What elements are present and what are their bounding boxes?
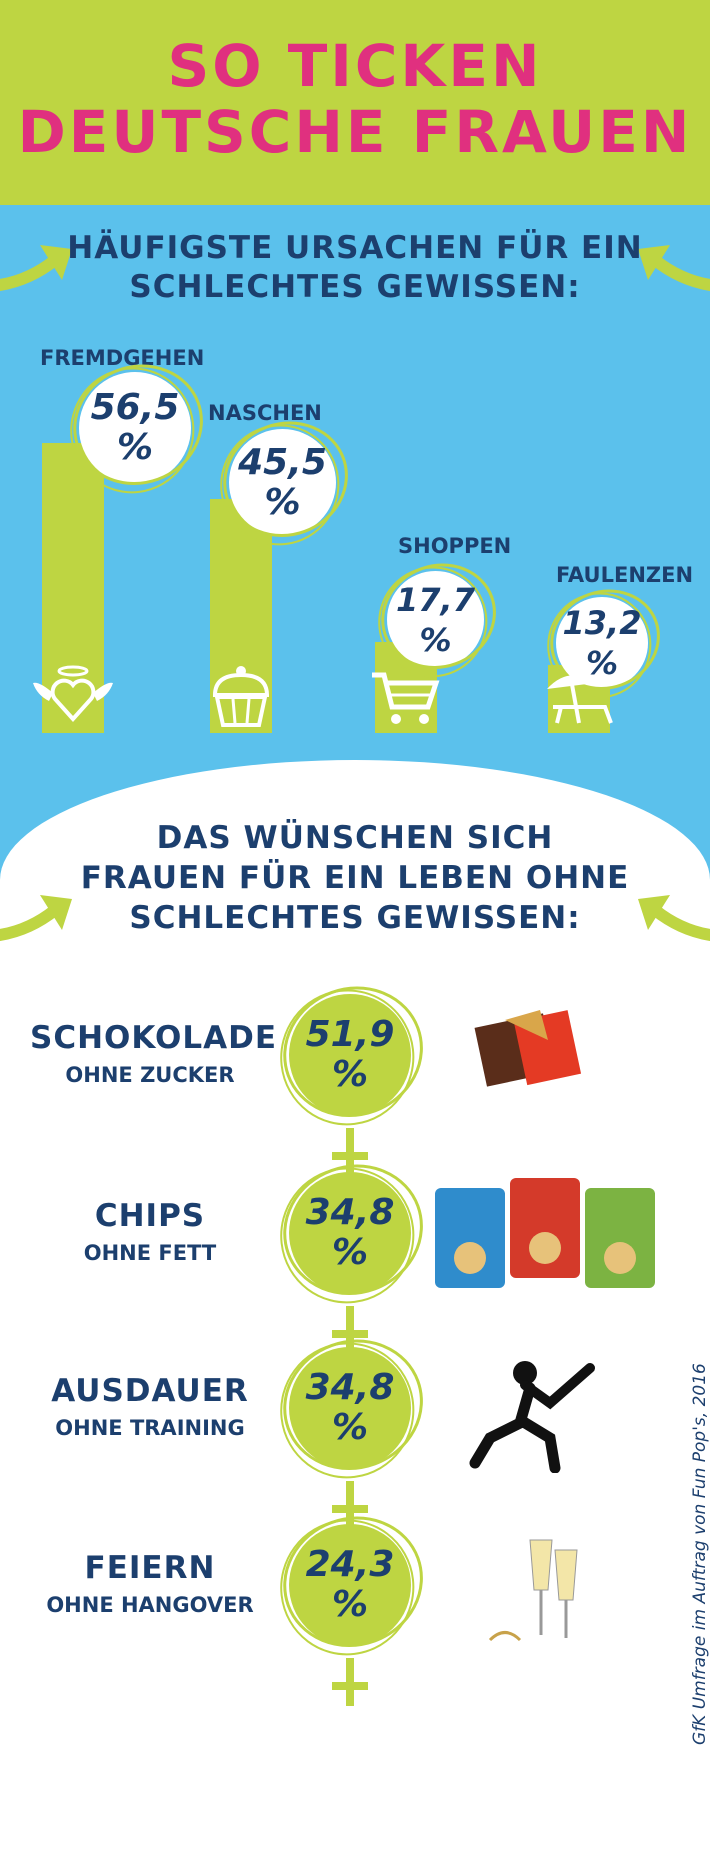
section2-heading-line-2: FRAUEN FÜR EIN LEBEN OHNE <box>80 860 630 896</box>
percent-unit: % <box>331 1407 369 1448</box>
percent-value: 17,7% <box>383 580 488 660</box>
header-band <box>0 0 710 205</box>
percent-value: 51,9% <box>285 1015 415 1095</box>
percent-circle <box>70 364 203 494</box>
female-symbol-icon <box>332 1658 368 1706</box>
category-label: FAULENZEN <box>556 563 694 587</box>
category-label: FREMDGEHEN <box>40 346 205 370</box>
percent-unit: % <box>116 427 154 468</box>
wish-title: AUSDAUER <box>51 1373 249 1409</box>
arrow-left-icon <box>638 245 710 291</box>
percent-unit: % <box>264 481 301 523</box>
arrow-right-icon <box>0 895 72 941</box>
percent-circle <box>280 1516 423 1656</box>
percent-value: 13,2% <box>552 603 652 683</box>
arrow-left-icon <box>638 895 710 941</box>
wish-subtitle: OHNE HANGOVER <box>46 1593 254 1617</box>
percent-value: 56,5% <box>75 388 195 468</box>
percent-number: 34,8 <box>305 1192 395 1233</box>
section2-heading-line-3: SCHLECHTES GEWISSEN: <box>129 900 581 936</box>
section1-heading-line-1: HÄUFIGSTE URSACHEN FÜR EIN <box>67 230 643 266</box>
percent-value: 34,8% <box>285 1193 415 1273</box>
percent-circle <box>280 986 423 1126</box>
percent-number: 56,5 <box>90 387 180 428</box>
category-label: SHOPPEN <box>398 534 512 558</box>
wish-subtitle: OHNE FETT <box>83 1241 217 1265</box>
wish-subtitle: OHNE TRAINING <box>55 1416 245 1440</box>
percent-circle <box>547 589 660 699</box>
percent-unit: % <box>419 620 452 659</box>
percent-circle <box>378 563 496 678</box>
percent-unit: % <box>331 1584 369 1625</box>
percent-unit: % <box>585 644 619 682</box>
chocolate-image <box>474 1010 582 1087</box>
percent-unit: % <box>331 1054 369 1095</box>
athlete-image <box>469 1361 595 1473</box>
champagne-image <box>488 1539 578 1642</box>
percent-value: 24,3% <box>285 1545 415 1625</box>
percent-number: 51,9 <box>305 1014 395 1055</box>
source-credit: GfK Umfrage im Auftrag von Fun Pop's, 20… <box>690 1363 710 1745</box>
percent-number: 45,5 <box>238 441 327 483</box>
chips-bags-image <box>435 1178 655 1288</box>
percent-unit: % <box>331 1232 369 1273</box>
title-line-2: DEUTSCHE FRAUEN <box>17 98 693 166</box>
percent-number: 24,3 <box>305 1544 395 1585</box>
percent-circle <box>220 421 348 546</box>
category-label: NASCHEN <box>208 401 322 425</box>
percent-number: 17,7 <box>396 580 475 619</box>
percent-circle <box>280 1339 423 1479</box>
female-symbol-icon <box>332 1306 368 1354</box>
percent-circle <box>280 1164 423 1304</box>
wish-title: CHIPS <box>94 1198 206 1234</box>
percent-value: 34,8% <box>285 1368 415 1448</box>
shopping-cart-icon <box>372 672 440 724</box>
beach-chair-icon <box>547 675 613 724</box>
arrow-right-icon <box>0 245 72 291</box>
percent-value: 45,5% <box>225 441 340 523</box>
cupcake-icon <box>212 666 270 727</box>
wish-section-background <box>0 760 710 1860</box>
angel-heart-icon <box>33 665 113 722</box>
section2-heading-line-1: DAS WÜNSCHEN SICH <box>156 820 554 856</box>
wish-title: FEIERN <box>84 1550 216 1586</box>
percent-number: 13,2 <box>562 604 642 642</box>
wish-subtitle: OHNE ZUCKER <box>65 1063 235 1087</box>
section1-heading-line-2: SCHLECHTES GEWISSEN: <box>129 269 581 305</box>
wish-title: SCHOKOLADE <box>30 1020 278 1056</box>
percent-number: 34,8 <box>305 1367 395 1408</box>
title-line-1: SO TICKEN <box>167 32 543 100</box>
